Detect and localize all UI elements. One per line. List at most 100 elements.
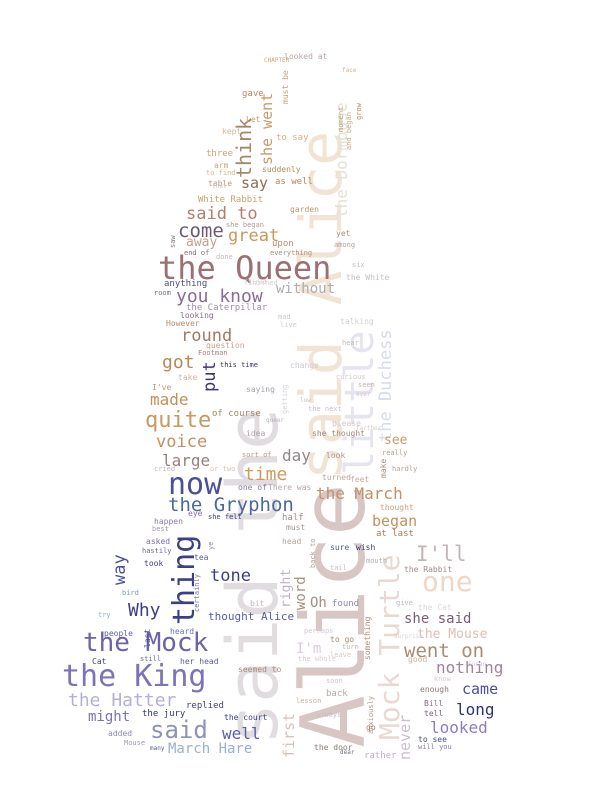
word-or-two: or two <box>210 465 236 473</box>
word-among: among <box>334 241 356 249</box>
word-word: word <box>293 576 309 610</box>
word-sure: sure <box>330 543 350 552</box>
word-long: long <box>456 700 495 719</box>
word-ever: ever <box>356 391 371 398</box>
word-large: large <box>162 451 211 470</box>
word-question: question <box>206 341 245 350</box>
word-tea: tea <box>194 553 209 562</box>
word-why: Why <box>128 600 161 621</box>
word-saw: saw <box>169 235 177 248</box>
word-mock-turtle: Mock Turtle <box>373 554 406 740</box>
word-day: day <box>282 446 311 465</box>
word-way: way <box>110 554 130 585</box>
word-something: something <box>363 616 372 660</box>
word-looked-at: looked at <box>284 52 328 61</box>
word-bill: Bill <box>424 699 444 708</box>
word-turned: turned <box>322 473 351 482</box>
word-head: head <box>282 537 302 546</box>
word-she-went: she went <box>258 92 276 165</box>
word-of-course: of course <box>212 409 261 419</box>
word-to-see: to see <box>418 735 447 744</box>
word-cried: cried <box>154 465 176 473</box>
word-ive: I've <box>152 383 172 392</box>
word-mouth: mouth <box>366 557 388 565</box>
word-low: low <box>300 397 311 404</box>
word-suddenly: suddenly <box>262 165 301 174</box>
word-now: now <box>168 467 223 502</box>
word-began: began <box>372 512 418 530</box>
word-the-king: the King <box>62 659 207 694</box>
word-this-time: this time <box>220 361 258 369</box>
word-ye: ye <box>207 541 215 550</box>
word-grow: grow <box>355 103 363 120</box>
word-many: many <box>150 745 165 752</box>
word-last: last <box>143 628 152 648</box>
word-people: people <box>104 629 133 638</box>
word-the-mouse: the Mouse <box>417 627 488 642</box>
word-away: away <box>186 235 218 250</box>
word-good: good <box>408 655 428 664</box>
word-look: look <box>326 451 346 460</box>
word-susan: Susan <box>468 661 487 668</box>
word-see: see <box>384 433 408 448</box>
word-seen: seen <box>358 381 375 389</box>
word-took: took <box>144 559 164 568</box>
word-the-mock: the Mock <box>83 628 209 658</box>
word-made: made <box>150 390 189 409</box>
word-dear: dear <box>340 749 355 756</box>
word-the-hatter: the Hatter <box>68 690 177 711</box>
word-must: must <box>286 523 306 532</box>
word-round: round <box>181 326 233 346</box>
word-and-began: and began <box>345 112 353 150</box>
word-finished: finished <box>244 279 278 287</box>
word-first: first <box>280 712 298 758</box>
word-the-gryphon: the Gryphon <box>168 494 294 516</box>
word-half: half <box>282 513 304 523</box>
word-right: right <box>279 568 294 608</box>
word-mad: mad <box>278 313 291 321</box>
word-bit: bit <box>250 599 265 608</box>
word-come: come <box>178 220 224 242</box>
word-go: go <box>366 723 376 732</box>
word-footman: Footman <box>198 349 228 357</box>
word-lesson: lesson <box>296 697 322 705</box>
word-certainly: certainly <box>193 574 201 612</box>
word-to-find: to find <box>206 169 236 177</box>
word-turn: turn <box>342 643 359 651</box>
word-to-say: to say <box>276 133 309 143</box>
word-perhaps: perhaps <box>304 627 334 635</box>
word-hear: hear <box>342 339 359 347</box>
word-tell: tell <box>424 709 444 718</box>
word-feet: feet <box>350 475 370 484</box>
word-got: got <box>162 352 195 373</box>
word-found: found <box>332 599 360 609</box>
word-thought: thought <box>380 503 414 512</box>
word-know: know <box>434 675 451 683</box>
word-say: say <box>241 174 269 192</box>
word-done: done <box>216 253 233 261</box>
word-white-rabbit: White Rabbit <box>198 195 264 205</box>
word-hastily: hastily <box>142 547 172 555</box>
word-tired: tired <box>248 279 267 286</box>
word-as-well: as well <box>275 177 313 187</box>
word-six: six <box>352 261 365 269</box>
word-wish: wish <box>356 543 376 552</box>
word-quite: quite <box>145 408 212 433</box>
word-live: live <box>280 321 297 329</box>
word-ill: I'll <box>416 542 467 566</box>
word-three: three <box>206 149 234 159</box>
word-soon: soon <box>326 677 343 685</box>
word-garden: garden <box>290 205 319 214</box>
word-well: well <box>222 724 261 743</box>
word-the-next: the next <box>308 405 342 413</box>
word-talking: talking <box>340 317 374 326</box>
word-her-head: her head <box>180 657 219 666</box>
word-you-know: you know <box>176 286 263 307</box>
word-went-on: went on <box>404 640 485 662</box>
word-looking: looking <box>180 311 214 320</box>
word-please: please <box>332 419 361 428</box>
word-hardly: hardly <box>392 465 418 473</box>
word-sort-of: sort of <box>242 451 272 459</box>
word-the-rabbit: the Rabbit <box>404 565 453 574</box>
word-the-door: the door <box>314 743 353 752</box>
